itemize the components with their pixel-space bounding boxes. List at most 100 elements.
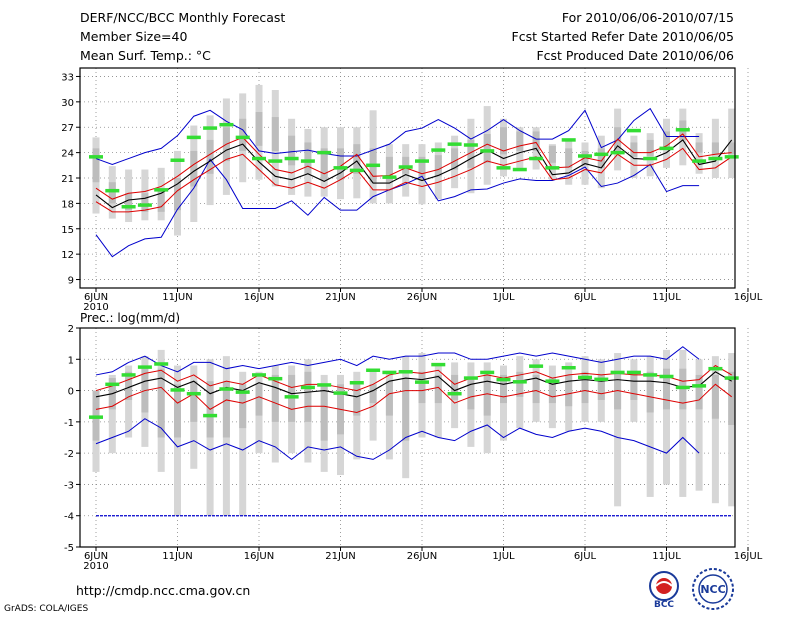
temp-iqr-box xyxy=(304,142,312,174)
temp-range-box xyxy=(695,133,703,174)
precip-envelope-high-line xyxy=(95,346,700,376)
temp-iqr-box xyxy=(385,156,393,183)
precip-x-year-label: 2010 xyxy=(83,561,108,572)
temp-y-tick-label: 9 xyxy=(68,276,74,287)
precip-member-high-line xyxy=(95,364,732,392)
temp-iqr-box xyxy=(108,182,116,204)
temp-iqr-box xyxy=(695,142,703,153)
precip-x-tick-label: 26JUN xyxy=(407,551,437,562)
precip-iqr-box xyxy=(174,384,181,438)
temp-y-tick-label: 18 xyxy=(61,199,74,210)
precip-iqr-box xyxy=(418,371,426,404)
precip-y-tick-label: -1 xyxy=(64,418,74,429)
temp-member-high-line xyxy=(95,133,732,200)
precip-iqr-box xyxy=(451,374,459,400)
precip-range-box xyxy=(728,353,736,507)
temp-x-tick-label: 16JUN xyxy=(244,292,274,303)
temp-iqr-box xyxy=(516,131,524,151)
temp-envelope-high-line xyxy=(95,107,700,165)
temp-iqr-box xyxy=(630,142,638,157)
ncc-logo-text: NCC xyxy=(700,583,725,596)
precip-y-tick-label: -3 xyxy=(64,480,74,491)
ncc-logo: NCC xyxy=(692,568,734,610)
temp-iqr-box xyxy=(467,139,475,168)
temp-iqr-box xyxy=(418,156,426,181)
precip-iqr-box xyxy=(532,374,540,404)
precip-iqr-box xyxy=(222,381,230,438)
precip-y-tick-label: 2 xyxy=(68,324,74,335)
temp-iqr-box xyxy=(548,145,556,163)
precip-range-box xyxy=(646,356,654,497)
precip-iqr-box xyxy=(190,381,198,422)
precip-range-box xyxy=(614,353,622,507)
precip-x-tick-label: 1JUL xyxy=(492,551,515,562)
temp-iqr-box xyxy=(663,131,670,149)
precip-iqr-box xyxy=(255,384,263,416)
temp-iqr-box xyxy=(728,142,736,155)
precip-iqr-box xyxy=(125,371,133,400)
temp-panel: 9 12 15 18 21 24 27 30 33 6JUN 11JUN 16JUN 21JUN 26JU… xyxy=(61,67,763,313)
temp-y-tick-label: 27 xyxy=(61,123,74,134)
temp-x-tick-label: 26JUN xyxy=(407,292,437,303)
precip-range-box xyxy=(125,365,133,438)
precip-iqr-box xyxy=(711,374,719,419)
source-url[interactable]: http://cmdp.ncc.cma.gov.cn xyxy=(76,583,251,598)
grads-credit: GrADS: COLA/IGES xyxy=(4,604,89,614)
precip-iqr-box xyxy=(548,378,556,404)
precip-iqr-box xyxy=(467,378,475,410)
precip-iqr-box xyxy=(646,371,654,413)
precip-range-box xyxy=(108,374,116,454)
temp-iqr-box xyxy=(434,155,442,177)
bcc-logo: BCC xyxy=(649,571,679,610)
temp-iqr-box xyxy=(646,139,654,156)
precip-iqr-box xyxy=(239,384,247,429)
precip-iqr-box xyxy=(385,381,393,416)
precip-range-box xyxy=(663,349,670,485)
precip-iqr-box xyxy=(728,371,736,425)
temp-iqr-box xyxy=(500,127,507,155)
precip-y-tick-label: -4 xyxy=(64,512,74,523)
temp-range-box xyxy=(630,135,638,178)
precip-panel-title: Prec.: log(mm/d) xyxy=(80,311,180,325)
temp-iqr-box xyxy=(597,148,605,168)
bcc-logo-text: BCC xyxy=(654,600,674,610)
precip-x-tick-label: 11JUL xyxy=(652,551,681,562)
temp-y-tick-label: 30 xyxy=(61,98,74,109)
temp-iqr-box xyxy=(532,131,540,151)
temp-iqr-box xyxy=(320,148,328,180)
precip-iqr-box xyxy=(565,374,573,407)
temp-y-tick-label: 12 xyxy=(61,250,74,261)
precip-range-box xyxy=(679,349,687,497)
precip-iqr-box xyxy=(500,374,507,404)
temp-iqr-box xyxy=(206,139,214,174)
variable-label: Mean Surf. Temp.: °C xyxy=(80,48,211,63)
temp-iqr-box xyxy=(451,148,459,170)
temp-iqr-box xyxy=(141,193,149,212)
precip-y-tick-label: -2 xyxy=(64,449,74,460)
temp-iqr-box xyxy=(271,117,279,151)
precip-range-box xyxy=(711,356,719,504)
precip-x-tick-label: 16JUN xyxy=(244,551,274,562)
temp-envelope-low-line xyxy=(95,158,700,258)
precip-x-tick-label: 6JUN xyxy=(84,551,108,562)
temp-x-tick-label: 1JUL xyxy=(492,292,515,303)
precip-iqr-box xyxy=(304,371,312,422)
precip-range-box xyxy=(239,371,247,516)
temp-iqr-box xyxy=(157,190,165,212)
temp-x-tick-label: 11JUN xyxy=(162,292,192,303)
precip-iqr-box xyxy=(581,371,589,404)
temp-x-tick-label: 6JUL xyxy=(574,292,597,303)
precip-ensemble-mean-line xyxy=(95,371,732,398)
temp-x-tick-label: 21JUN xyxy=(325,292,355,303)
temp-iqr-box xyxy=(125,193,133,211)
precip-iqr-box xyxy=(271,374,279,422)
temp-member-low-line xyxy=(95,147,732,213)
temp-y-tick-label: 24 xyxy=(61,149,74,160)
temp-y-tick-label: 21 xyxy=(61,174,74,185)
temp-iqr-box xyxy=(190,150,198,187)
precip-iqr-box xyxy=(483,374,491,416)
precip-iqr-box xyxy=(320,384,328,441)
temp-iqr-box xyxy=(353,144,361,174)
precip-range-box xyxy=(174,365,181,516)
